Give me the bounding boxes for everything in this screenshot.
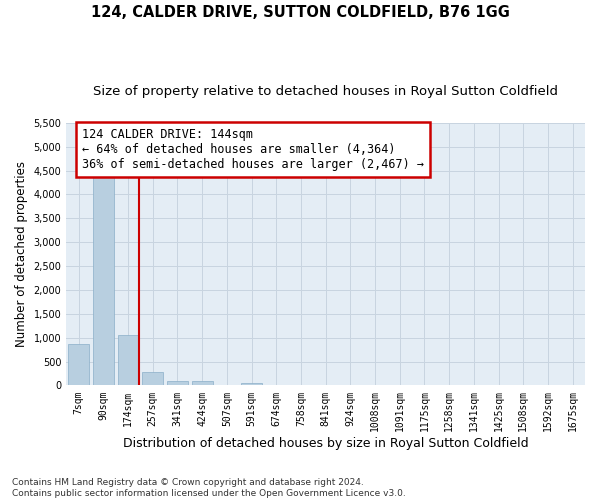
Y-axis label: Number of detached properties: Number of detached properties <box>15 161 28 347</box>
Bar <box>118 336 139 386</box>
Title: Size of property relative to detached houses in Royal Sutton Coldfield: Size of property relative to detached ho… <box>93 85 558 98</box>
Bar <box>142 372 163 386</box>
X-axis label: Distribution of detached houses by size in Royal Sutton Coldfield: Distribution of detached houses by size … <box>123 437 529 450</box>
Bar <box>191 381 212 386</box>
Bar <box>68 344 89 386</box>
Text: 124 CALDER DRIVE: 144sqm
← 64% of detached houses are smaller (4,364)
36% of sem: 124 CALDER DRIVE: 144sqm ← 64% of detach… <box>82 128 424 171</box>
Bar <box>241 382 262 386</box>
Bar <box>167 381 188 386</box>
Text: Contains HM Land Registry data © Crown copyright and database right 2024.
Contai: Contains HM Land Registry data © Crown c… <box>12 478 406 498</box>
Text: 124, CALDER DRIVE, SUTTON COLDFIELD, B76 1GG: 124, CALDER DRIVE, SUTTON COLDFIELD, B76… <box>91 5 509 20</box>
Bar <box>93 168 114 386</box>
